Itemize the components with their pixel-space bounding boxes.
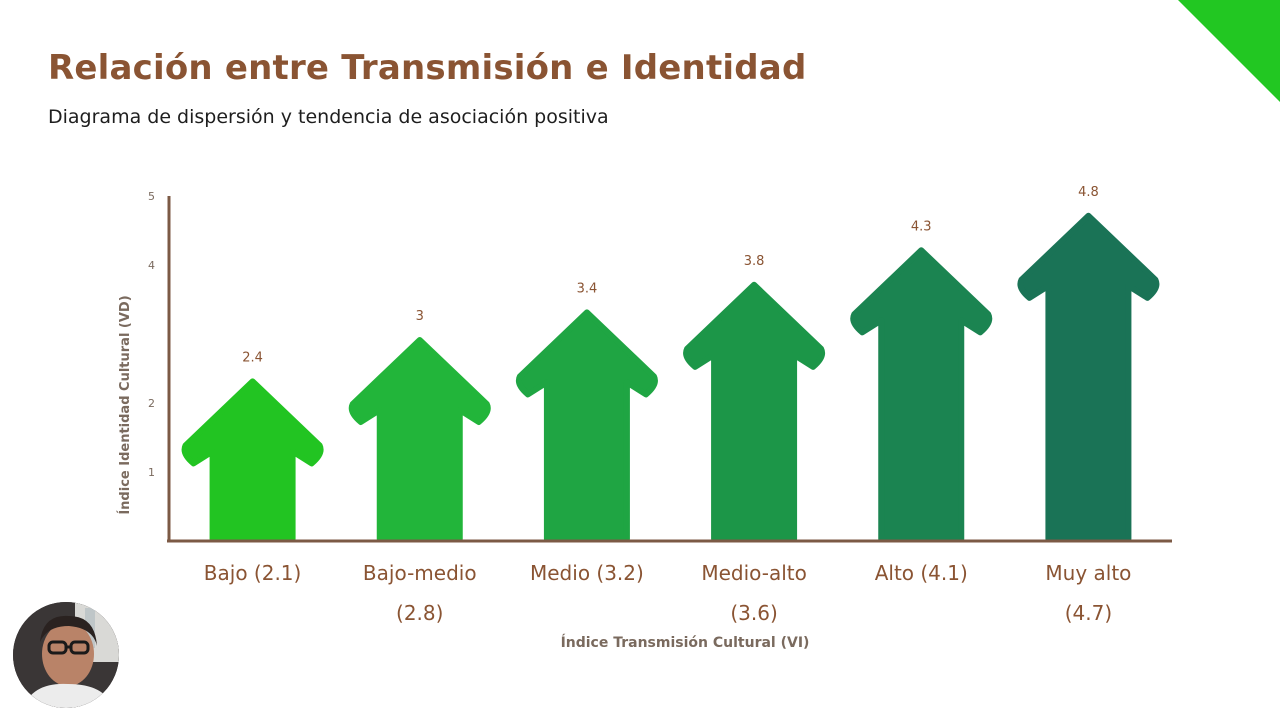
- value-label: 3.4: [577, 281, 598, 296]
- category-label: (3.6): [730, 601, 777, 625]
- category-label: Medio (3.2): [530, 561, 644, 585]
- corner-accent-triangle: [1178, 0, 1280, 102]
- arrow-bar: [181, 378, 324, 542]
- value-label: 3: [416, 309, 424, 324]
- y-tick-label: 5: [148, 190, 155, 203]
- category-label: Alto (4.1): [875, 561, 968, 585]
- slide-title: Relación entre Transmisión e Identidad: [48, 48, 807, 88]
- arrow-bar: [1017, 212, 1160, 542]
- value-label: 4.3: [911, 219, 932, 234]
- arrow-bar: [683, 281, 826, 542]
- chart-axes: [167, 196, 1172, 543]
- y-tick-label: 1: [148, 466, 155, 479]
- category-label: (4.7): [1065, 601, 1112, 625]
- chart-marks: [181, 212, 1160, 542]
- y-tick-label: 4: [148, 259, 155, 272]
- y-tick-label: 2: [148, 397, 155, 410]
- x-axis-title: Índice Transmisión Cultural (VI): [561, 634, 810, 651]
- arrow-bar: [515, 309, 658, 542]
- value-label: 3.8: [744, 254, 765, 269]
- category-label: Bajo (2.1): [204, 561, 302, 585]
- value-label: 4.8: [1078, 185, 1099, 200]
- arrow-bar: [850, 247, 993, 542]
- chart-labels: 1 2 4 5 Índice Identidad Cultural (VD) Índice…: [117, 185, 1131, 651]
- arrow-bar: [348, 337, 491, 542]
- category-label: Bajo-medio: [363, 561, 477, 585]
- y-axis-title: Índice Identidad Cultural (VD): [117, 295, 133, 514]
- slide-subtitle: Diagrama de dispersión y tendencia de as…: [48, 106, 609, 128]
- category-label: Medio-alto: [701, 561, 807, 585]
- value-label: 2.4: [242, 350, 263, 365]
- presenter-webcam-avatar: [13, 602, 119, 708]
- category-label: Muy alto: [1045, 561, 1131, 585]
- category-label: (2.8): [396, 601, 443, 625]
